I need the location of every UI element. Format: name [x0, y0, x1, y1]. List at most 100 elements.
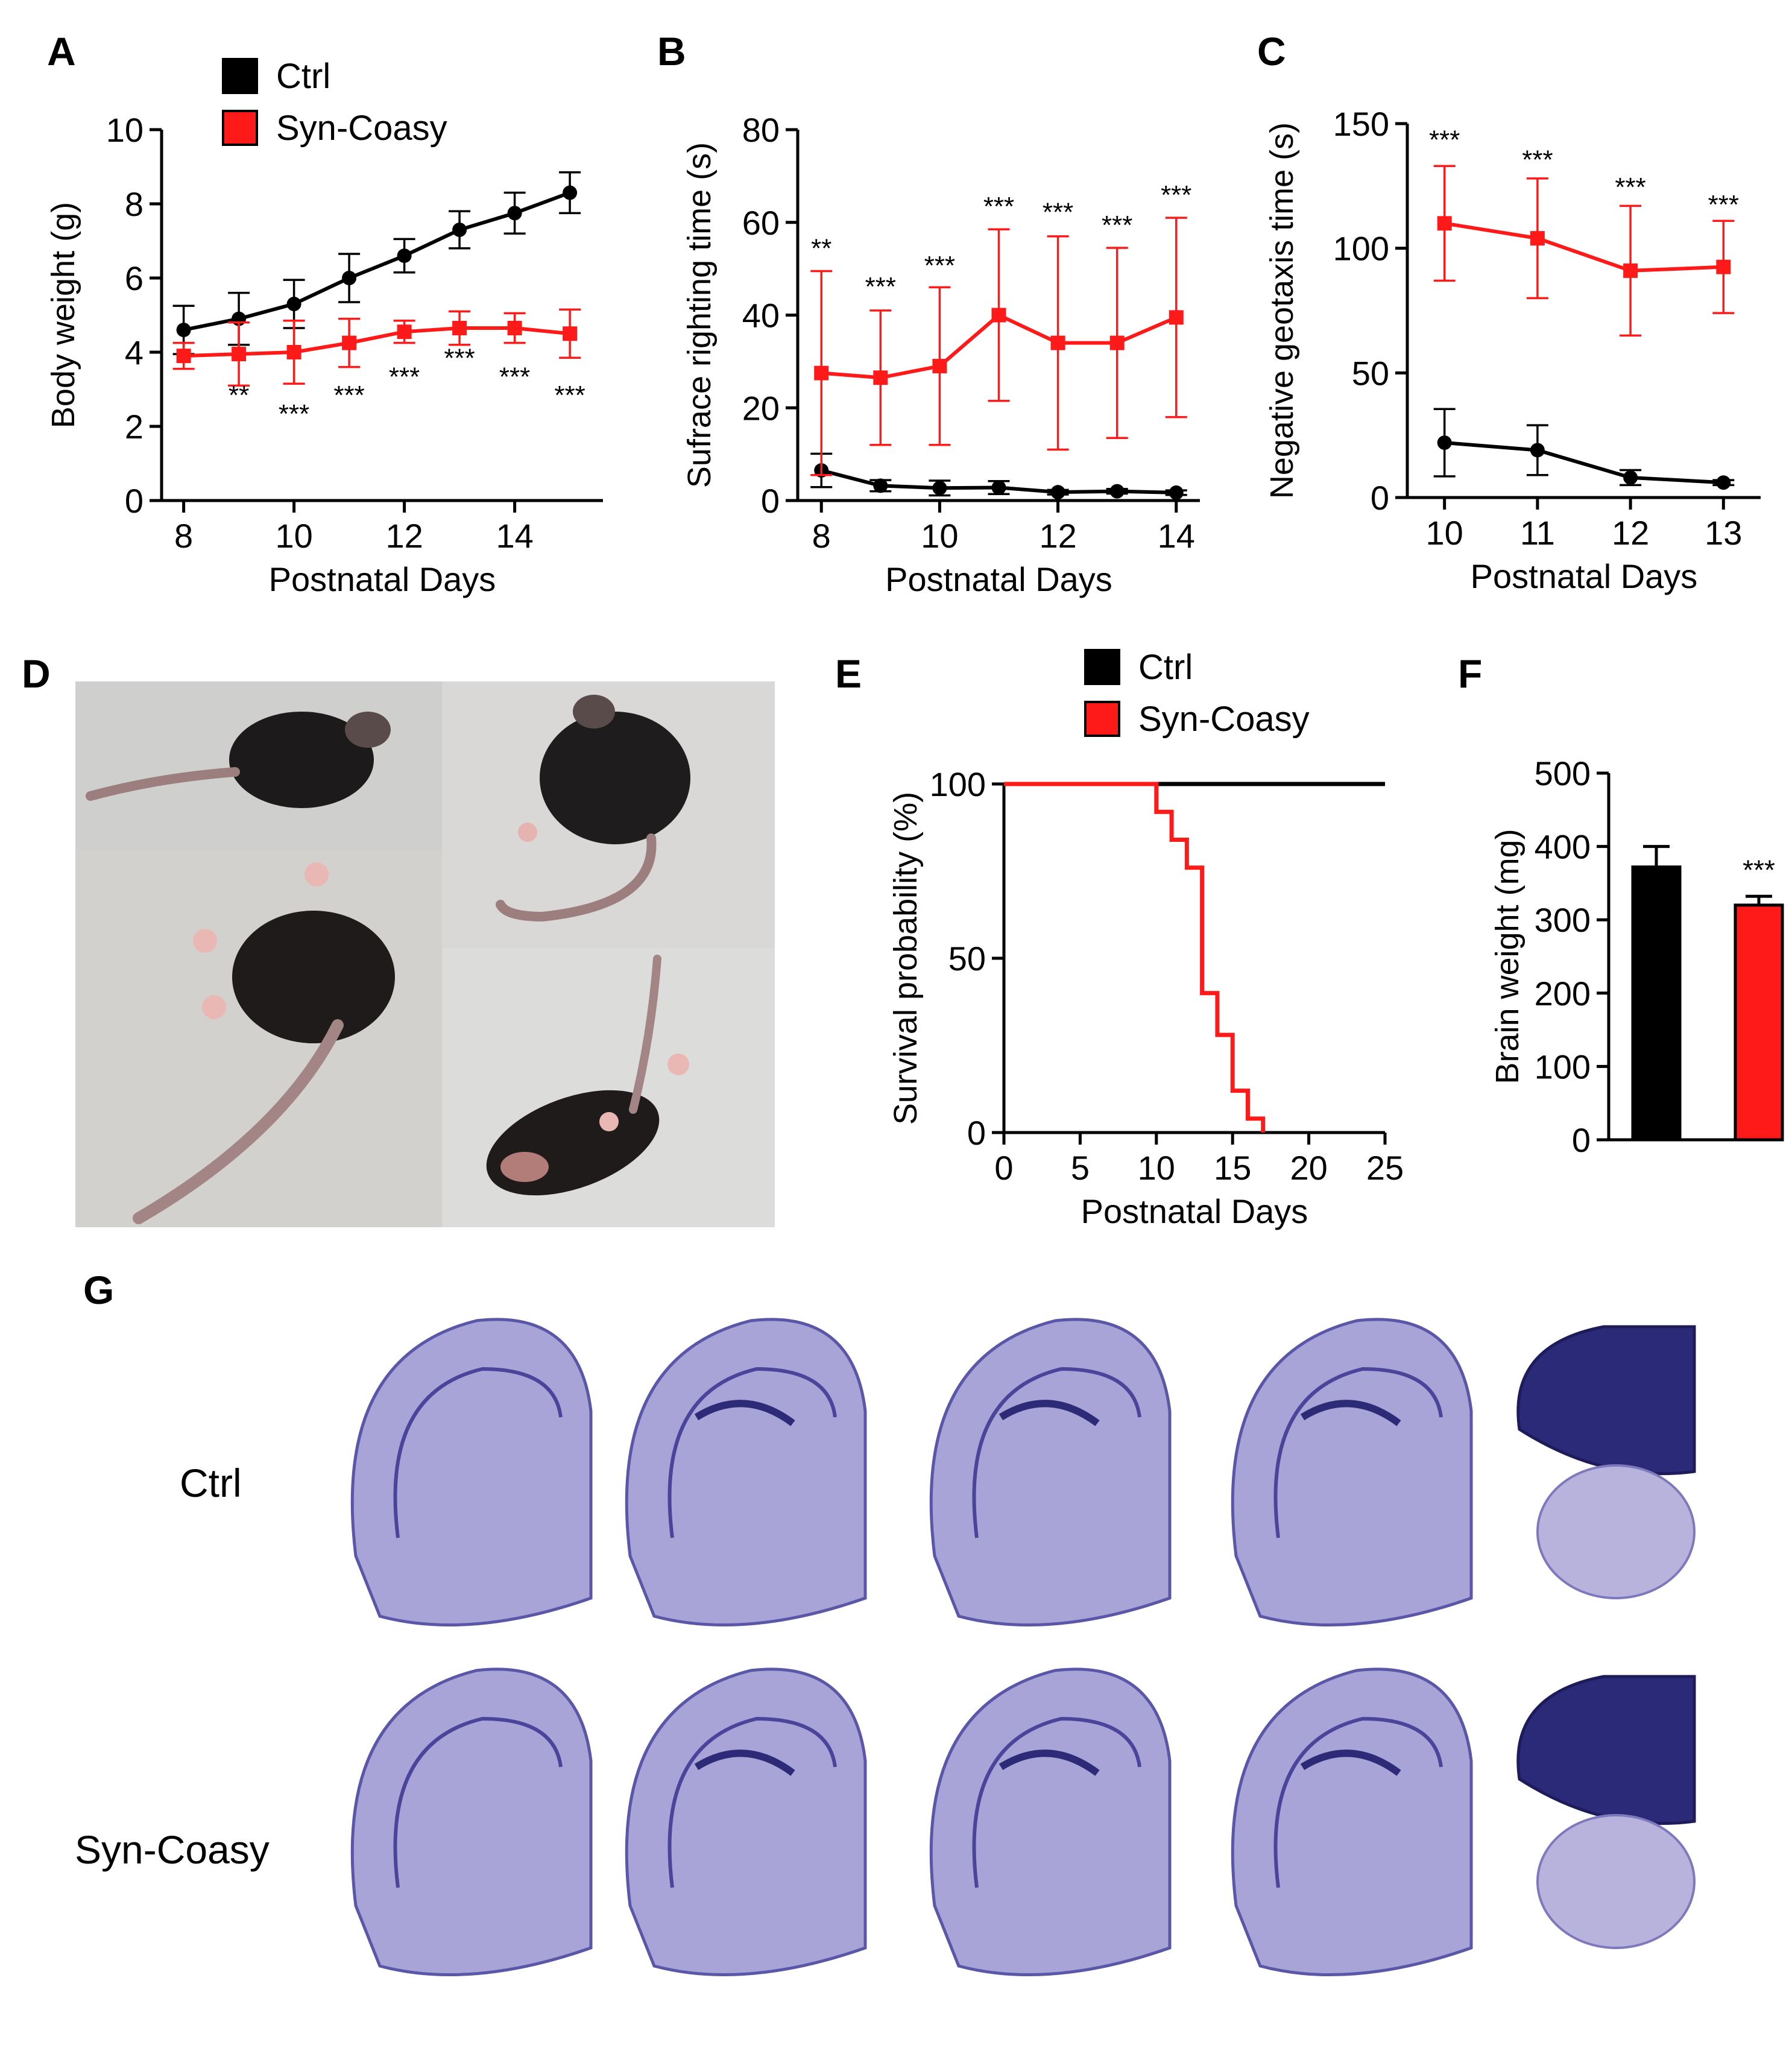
data-point: [1437, 435, 1452, 450]
data-point: [397, 324, 412, 340]
y-axis-title: Sufrace righting time (s): [681, 142, 718, 488]
legend-label: Ctrl: [276, 57, 330, 96]
significance-label: ***: [444, 344, 475, 373]
mouse-pup-ear: [345, 712, 391, 748]
brain-section-tissue: [350, 1318, 593, 1627]
y-tick-label: 60: [742, 204, 780, 242]
x-tick-label: 0: [994, 1149, 1013, 1187]
brain-hippocampus: [1300, 1749, 1401, 1776]
y-tick-label: 6: [125, 259, 144, 297]
significance-label: ***: [1161, 180, 1191, 210]
brain-cortex-layer: [393, 1367, 563, 1538]
bar-1: [1734, 903, 1784, 1142]
photo-bottom-left: [75, 850, 442, 1227]
series-ctrl: [1433, 408, 1735, 490]
data-point: [507, 206, 522, 221]
brain-hippocampus: [1300, 1400, 1401, 1426]
legend-swatch: [222, 110, 258, 146]
y-axis-title: Brain weight (mg): [1489, 829, 1525, 1084]
x-tick-label: 5: [1071, 1149, 1090, 1187]
panel-label-a: A: [47, 29, 76, 74]
legend-label: Syn-Coasy: [276, 109, 447, 148]
mouse-pup-ear: [573, 695, 615, 728]
significance-label: ***: [389, 362, 420, 391]
x-tick-label: 10: [1138, 1149, 1175, 1187]
brain-hippocampus: [694, 1400, 795, 1426]
brain-cortex-layer: [1273, 1716, 1443, 1888]
series-syn-coasy: [1433, 165, 1735, 337]
data-point: [342, 271, 357, 285]
brain-section: [1516, 1675, 1696, 1949]
legend-swatch: [1084, 701, 1120, 737]
brain-section: [929, 1318, 1172, 1627]
series-line: [1004, 782, 1266, 1133]
data-point: [342, 335, 357, 350]
legend-label: Ctrl: [1138, 648, 1193, 687]
data-point: [507, 321, 522, 336]
data-point: [1109, 484, 1125, 499]
y-tick-label: 50: [1352, 354, 1389, 392]
x-axis-title: Postnatal Days: [269, 560, 496, 598]
x-tick-label: 13: [1705, 514, 1742, 552]
significance-label: **: [811, 233, 831, 263]
data-point: [932, 359, 947, 374]
y-tick-label: 10: [106, 111, 144, 149]
chart-panel-b: 0 20 40 60 80 Sufrace righting time (s) 8 10 12 1…: [681, 111, 1200, 598]
significance-label: ***: [554, 381, 585, 410]
significance-label: ***: [499, 362, 530, 391]
brain-section: [350, 1667, 593, 1977]
y-tick-label: 50: [948, 940, 986, 978]
significance-label: ***: [333, 381, 364, 410]
brain-section: [1231, 1318, 1473, 1627]
mouse-pup-tail: [496, 833, 657, 922]
data-point: [452, 223, 467, 238]
brain-section: [1231, 1667, 1473, 1977]
row-label-ctrl: Ctrl: [180, 1461, 242, 1505]
mouse-pup-paw: [667, 1054, 689, 1075]
significance-label: ***: [1743, 854, 1775, 885]
data-point: [1623, 263, 1638, 278]
x-axis-title: Postnatal Days: [885, 560, 1112, 598]
brain-hippocampus: [694, 1749, 795, 1776]
x-tick-label: 10: [275, 517, 312, 555]
mouse-pup-paw: [193, 929, 217, 953]
data-point: [176, 349, 191, 364]
cerebellum-section: [1516, 1325, 1696, 1476]
data-point: [814, 365, 829, 381]
chart-panel-f: 0 100 200 300 400 500 Brain weight (mg) ***: [1489, 754, 1784, 1159]
data-point: [1623, 470, 1638, 485]
mouse-pup-tail: [133, 1019, 344, 1224]
data-point: [286, 297, 301, 312]
panel-label-g: G: [83, 1268, 114, 1312]
brain-section-tissue: [350, 1667, 593, 1977]
x-tick-label: 12: [1039, 517, 1076, 555]
brain-section-tissue: [929, 1667, 1172, 1977]
data-point: [563, 326, 578, 341]
data-point: [932, 481, 947, 496]
series-syn-coasy: [172, 308, 581, 387]
data-point: [1437, 216, 1452, 231]
significance-label: ***: [1708, 190, 1739, 220]
brain-section-tissue: [1231, 1667, 1473, 1977]
significance-label: ***: [1522, 145, 1553, 174]
brain-section-tissue: [625, 1318, 867, 1627]
data-point: [1530, 231, 1545, 246]
brain-cortex-layer: [1273, 1367, 1443, 1538]
series-ctrl: [172, 171, 581, 355]
x-tick-label: 25: [1366, 1149, 1404, 1187]
x-tick-label: 10: [921, 517, 958, 555]
x-tick-label: 12: [1612, 514, 1649, 552]
y-tick-label: 0: [1371, 479, 1389, 517]
panel-label-f: F: [1458, 651, 1482, 696]
x-tick-label: 8: [174, 517, 193, 555]
mouse-pup-body: [232, 911, 395, 1043]
x-axis-title: Postnatal Days: [1471, 557, 1698, 595]
x-tick-label: 8: [812, 517, 831, 555]
panel-label-c: C: [1257, 29, 1286, 74]
brain-cortex-layer: [972, 1716, 1141, 1888]
brain-cortex-layer: [393, 1716, 563, 1888]
brain-section: [350, 1318, 593, 1627]
